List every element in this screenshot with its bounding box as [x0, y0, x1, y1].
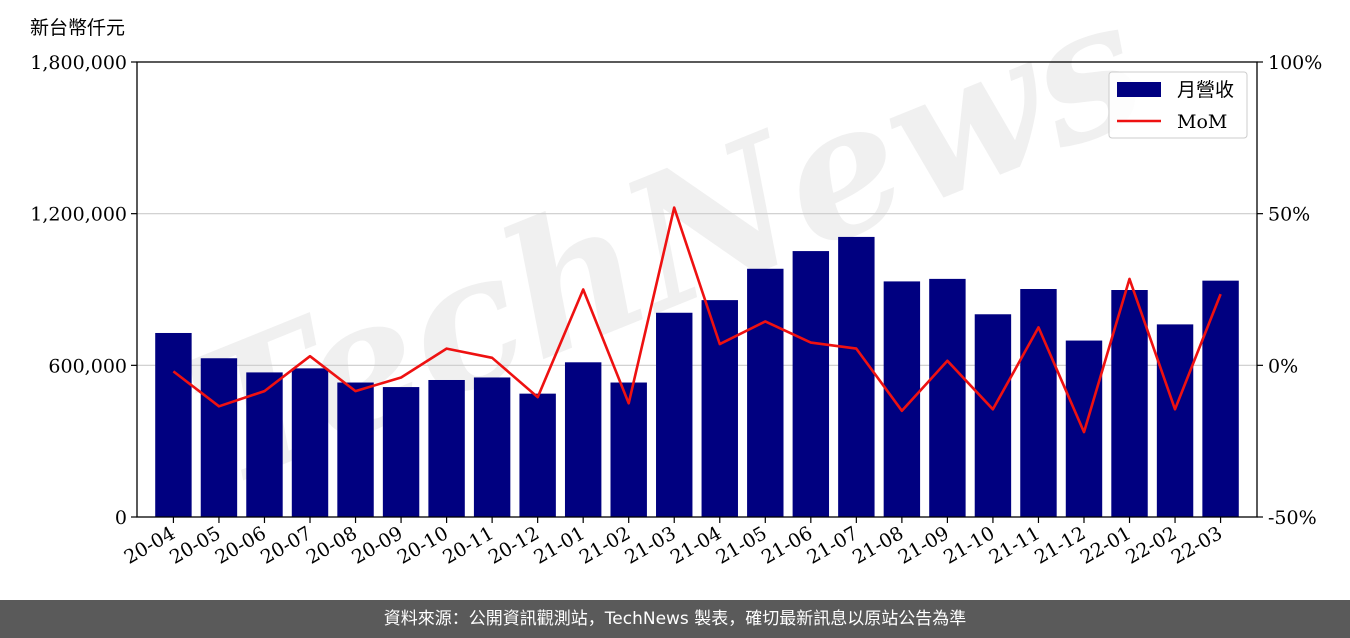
mom-line [172, 206, 1222, 434]
bar-21-08 [883, 281, 921, 517]
x-tick-label-21-07: 21-07 [803, 522, 861, 568]
legend-label-bar: 月營收 [1177, 79, 1234, 101]
footer-source-note: 資料來源：公開資訊觀測站，TechNews 製表，確切最新訊息以原站公告為準 [0, 600, 1350, 638]
x-tick-label-20-09: 20-09 [348, 522, 406, 568]
x-tick-label-21-05: 21-05 [712, 522, 770, 568]
x-tick-label-21-03: 21-03 [621, 522, 679, 568]
x-tick-label-20-11: 20-11 [439, 522, 497, 568]
legend: 月營收 MoM [1108, 71, 1248, 139]
x-tick-label-20-07: 20-07 [257, 522, 315, 568]
bar-21-10 [974, 314, 1012, 517]
x-tick-label-22-03: 22-03 [1168, 522, 1226, 568]
revenue-chart: TechNews 0600,0001,200,0001,800,000-50%0… [30, 0, 1322, 569]
x-tick-label-21-11: 21-11 [986, 522, 1044, 568]
y-axis-unit-label: 新台幣仟元 [30, 17, 125, 39]
bar-20-07 [291, 368, 329, 517]
x-tick-label-20-06: 20-06 [212, 522, 270, 568]
bar-22-03 [1202, 280, 1239, 517]
left-tick-label: 0 [115, 507, 127, 529]
right-tick-label: -50% [1268, 507, 1317, 529]
x-tick-label-20-10: 20-10 [394, 522, 452, 568]
bar-21-03 [656, 312, 693, 517]
x-tick-label-20-04: 20-04 [120, 522, 178, 568]
x-tick-label-21-01: 21-01 [530, 522, 588, 568]
bar-21-09 [929, 278, 966, 517]
right-tick-label: 50% [1268, 204, 1310, 226]
bar-21-06 [792, 251, 830, 518]
bar-20-04 [155, 332, 192, 517]
bar-20-11 [473, 377, 511, 517]
right-tick-label: 0% [1268, 355, 1298, 377]
x-tick-label-20-12: 20-12 [485, 522, 543, 568]
x-tick-label-20-08: 20-08 [303, 522, 361, 568]
x-tick-label-21-10: 21-10 [940, 522, 998, 568]
left-tick-label: 600,000 [48, 355, 127, 377]
x-tick-label-22-02: 22-02 [1122, 522, 1180, 568]
x-tick-label-21-08: 21-08 [849, 522, 907, 568]
x-tick-label-21-02: 21-02 [576, 522, 634, 568]
chart-container: TechNews 0 600,000 1,200,000 1,800,000 -50% 0… [30, 0, 1322, 569]
right-tick-label: 100% [1268, 52, 1322, 74]
plot-frame [136, 61, 1258, 518]
x-tick-label-20-05: 20-05 [166, 522, 224, 568]
left-tick-label: 1,800,000 [30, 52, 127, 74]
legend-swatch-bar [1117, 82, 1161, 97]
bar-20-08 [337, 382, 374, 517]
left-tick-label: 1,200,000 [30, 204, 127, 226]
bar-21-04 [701, 300, 738, 517]
bar-20-12 [519, 393, 556, 517]
x-tick-label-21-12: 21-12 [1031, 522, 1089, 568]
bar-20-10 [428, 379, 465, 517]
bar-21-07 [838, 236, 875, 517]
bar-21-01 [564, 362, 602, 517]
bar-22-02 [1156, 324, 1194, 517]
x-tick-label-21-04: 21-04 [667, 522, 725, 568]
bar-22-01 [1111, 290, 1148, 517]
bar-20-05 [200, 358, 238, 517]
x-tick-label-21-06: 21-06 [758, 522, 816, 568]
bar-21-02 [610, 382, 647, 517]
bar-20-09 [382, 387, 420, 517]
x-tick-label-22-01: 22-01 [1077, 522, 1135, 568]
bar-21-11 [1020, 288, 1057, 517]
x-tick-label-21-09: 21-09 [894, 522, 952, 568]
bar-21-05 [747, 268, 784, 517]
legend-label-line: MoM [1177, 111, 1227, 133]
